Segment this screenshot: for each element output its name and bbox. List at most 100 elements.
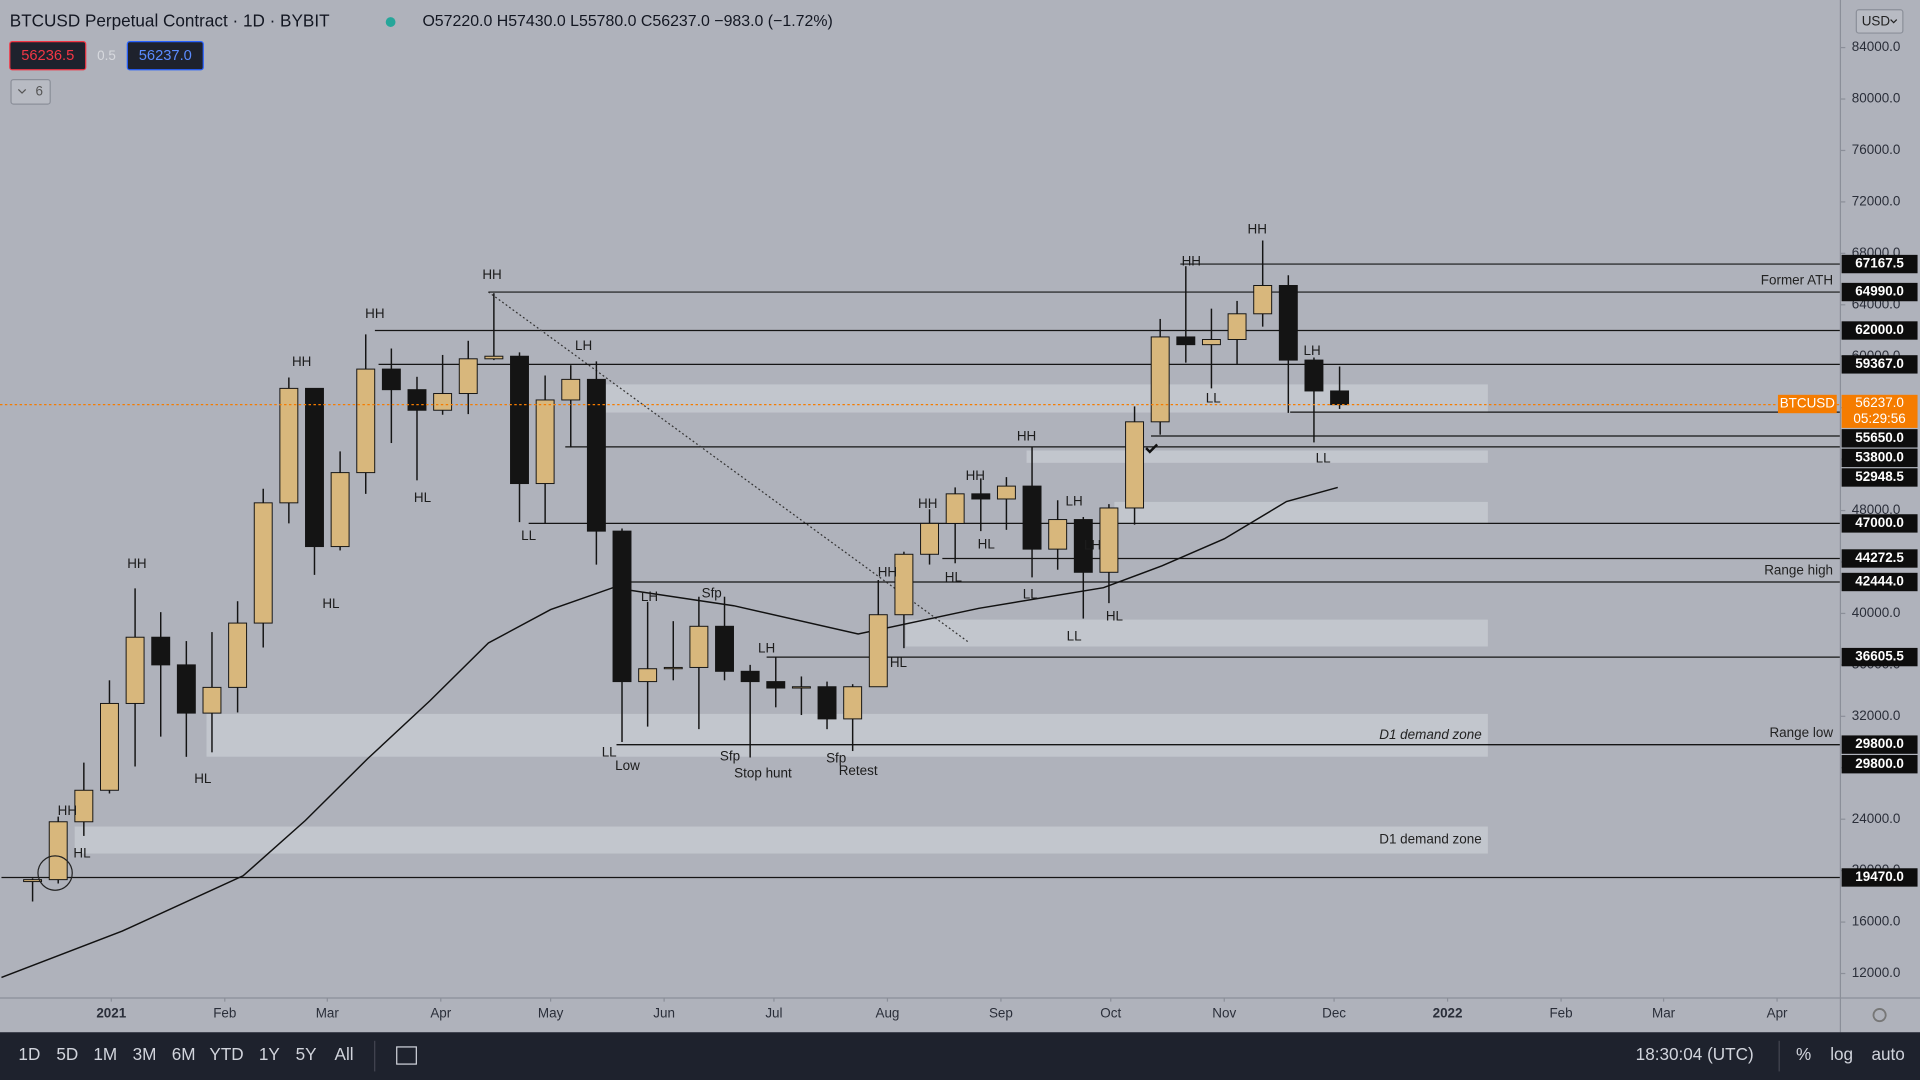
x-tick-label: Dec xyxy=(1322,1005,1346,1020)
annotation: HL xyxy=(322,596,340,611)
candle-body xyxy=(971,493,991,500)
level-note: Range low xyxy=(1769,725,1833,740)
currency[interactable]: USD xyxy=(1862,14,1891,29)
candle-body xyxy=(228,622,248,688)
indicator-toggle[interactable] xyxy=(10,78,51,105)
bid-price[interactable]: 56236.5 xyxy=(21,48,74,64)
level-tag xyxy=(1841,429,1918,448)
range-button[interactable]: 6M xyxy=(172,1044,196,1064)
range-button[interactable]: All xyxy=(335,1044,354,1064)
candle-body xyxy=(894,553,914,616)
level-tag xyxy=(1841,468,1918,487)
candle-body xyxy=(407,389,427,411)
annotation: HH xyxy=(127,556,146,571)
ask-price[interactable]: 56237.0 xyxy=(139,48,192,64)
annotation: HL xyxy=(414,490,432,505)
ohlc: O57220.0 H57430.0 L55780.0 C56237.0 −983… xyxy=(422,13,832,30)
settings-icon[interactable] xyxy=(1872,1008,1887,1023)
candle-body xyxy=(1048,519,1068,550)
zone xyxy=(905,619,1488,647)
range-button[interactable]: 1D xyxy=(18,1044,40,1064)
candle-body xyxy=(996,485,1016,500)
annotation: HL xyxy=(890,655,908,670)
symbol-tag xyxy=(1777,394,1837,414)
x-tick-label: 2022 xyxy=(1433,1005,1463,1020)
candle-body xyxy=(715,625,734,672)
trendline xyxy=(488,291,969,643)
annotation: HL xyxy=(73,845,91,860)
range-button[interactable]: 5D xyxy=(56,1044,78,1064)
candle-body xyxy=(253,502,273,624)
buy-button[interactable] xyxy=(126,41,204,71)
y-tick-label: 16000.0 xyxy=(1852,914,1901,929)
circle-drawing xyxy=(37,855,73,891)
range-button[interactable]: 1M xyxy=(93,1044,117,1064)
percent-toggle[interactable]: % xyxy=(1796,1044,1811,1064)
annotation: HH xyxy=(292,354,311,369)
level-note: Range high xyxy=(1764,563,1833,578)
range-button[interactable]: 3M xyxy=(133,1044,157,1064)
annotation: HH xyxy=(1182,254,1201,269)
last-price-tag xyxy=(1841,394,1918,428)
annotation: HH xyxy=(365,306,384,321)
level-label: 62000.0 xyxy=(1855,322,1904,337)
annotation: HH xyxy=(918,496,937,511)
date-range-icon[interactable] xyxy=(396,1046,417,1065)
zone-label: D1 demand zone xyxy=(1379,727,1481,742)
candle-body xyxy=(612,530,632,683)
log-toggle[interactable]: log xyxy=(1830,1044,1853,1064)
y-tick-label: 24000.0 xyxy=(1852,811,1901,826)
level-label: 52948.5 xyxy=(1855,469,1904,484)
x-tick-label: Mar xyxy=(1652,1005,1676,1020)
level-label: 55650.0 xyxy=(1855,430,1904,445)
annotation: Low xyxy=(615,758,640,773)
zone xyxy=(1026,450,1488,463)
currency-select[interactable] xyxy=(1855,9,1904,34)
candle-body xyxy=(176,664,196,714)
level-label: 44272.5 xyxy=(1855,550,1904,565)
x-tick-label: 2021 xyxy=(96,1005,126,1020)
candle-body xyxy=(1227,313,1247,341)
candle-body xyxy=(1304,359,1324,392)
auto-toggle[interactable]: auto xyxy=(1871,1044,1904,1064)
level-label: 53800.0 xyxy=(1855,449,1904,464)
zone-label: D1 demand zone xyxy=(1379,832,1481,847)
level-tag xyxy=(1841,549,1918,568)
range-button[interactable]: YTD xyxy=(209,1044,243,1064)
x-tick-label: Jun xyxy=(653,1005,675,1020)
bottom-toolbar xyxy=(0,1032,1920,1080)
candle-body xyxy=(535,399,555,485)
annotation: LH xyxy=(575,338,592,353)
candle-body xyxy=(868,614,888,688)
y-tick-label: 80000.0 xyxy=(1852,91,1901,106)
range-button[interactable]: 1Y xyxy=(259,1044,281,1064)
level-tag xyxy=(1841,254,1918,274)
sell-button[interactable] xyxy=(9,41,87,71)
indicator-count[interactable]: 6 xyxy=(35,83,42,98)
y-tick-label: 48000.0 xyxy=(1852,502,1901,517)
level-tag xyxy=(1841,735,1918,754)
annotation: LL xyxy=(602,745,617,760)
candle-body xyxy=(202,686,222,714)
x-tick-label: Sep xyxy=(989,1005,1013,1020)
candle-body xyxy=(125,636,145,704)
candle-body xyxy=(740,670,760,683)
x-tick-label: Nov xyxy=(1212,1005,1236,1020)
candle-body xyxy=(100,702,119,791)
x-tick-label: Jul xyxy=(765,1005,782,1020)
check-mark xyxy=(1145,443,1159,454)
annotation: Sfp xyxy=(826,751,846,766)
status-dot xyxy=(385,17,396,27)
level-tag xyxy=(1841,448,1918,468)
level-label: 42444.0 xyxy=(1855,574,1904,589)
candle-body xyxy=(356,368,376,474)
last-price-label: 56237.0 xyxy=(1855,395,1904,410)
y-tick-label: 84000.0 xyxy=(1852,39,1901,54)
annotation: LL xyxy=(1067,628,1082,643)
annotation: Retest xyxy=(839,763,878,778)
level-tag xyxy=(1841,647,1918,667)
range-button[interactable]: 5Y xyxy=(296,1044,318,1064)
annotation: HL xyxy=(978,536,996,551)
candle-body xyxy=(305,387,324,548)
